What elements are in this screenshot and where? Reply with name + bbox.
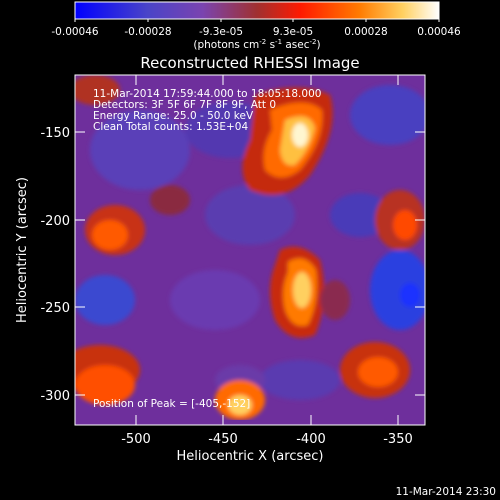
x-tick-label: -350 <box>383 432 413 447</box>
rhessi-image <box>75 75 425 425</box>
annotation-detectors: Detectors: 3F 5F 6F 7F 8F 9F, Att 0 <box>93 99 276 111</box>
x-tick-label: -450 <box>208 432 238 447</box>
timestamp: 11-Mar-2014 23:30 <box>396 486 496 498</box>
y-axis-label: Heliocentric Y (arcsec) <box>15 177 30 323</box>
axis-ticks <box>75 75 425 425</box>
colorbar-tick-1: -0.00046 <box>51 26 99 38</box>
colorbar-tick-2: -0.00028 <box>124 26 171 38</box>
colorbar-tick-4: 9.3e-05 <box>273 26 313 38</box>
colorbar-tick-3: -9.3e-05 <box>199 26 243 38</box>
plot-frame <box>74 74 426 426</box>
y-tick-label: -200 <box>40 214 70 229</box>
colorbar-units: (photons cm-2 s-1 asec-2) <box>193 38 320 51</box>
annotation-time-range: 11-Mar-2014 17:59:44.000 to 18:05:18.000 <box>93 88 321 100</box>
plot-title: Reconstructed RHESSI Image <box>140 54 359 72</box>
annotation-peak: Position of Peak = [-405,-152] <box>93 398 250 410</box>
annotation-energy: Energy Range: 25.0 - 50.0 keV <box>93 110 254 122</box>
y-tick-label: -150 <box>40 126 70 141</box>
x-tick-label: -400 <box>296 432 326 447</box>
colorbar-tick-6: 0.00046 <box>417 26 461 38</box>
colorbar-gradient <box>74 1 440 20</box>
colorbar: -0.00046 -0.00028 -9.3e-05 9.3e-05 0.000… <box>51 1 461 51</box>
annotation-clean: Clean Total counts: 1.53E+04 <box>93 121 248 133</box>
colorbar-tick-5: 0.00028 <box>344 26 387 38</box>
x-axis-label: Heliocentric X (arcsec) <box>177 449 324 464</box>
y-tick-label: -300 <box>40 389 70 404</box>
x-tick-label: -500 <box>121 432 151 447</box>
y-tick-label: -250 <box>40 301 70 316</box>
